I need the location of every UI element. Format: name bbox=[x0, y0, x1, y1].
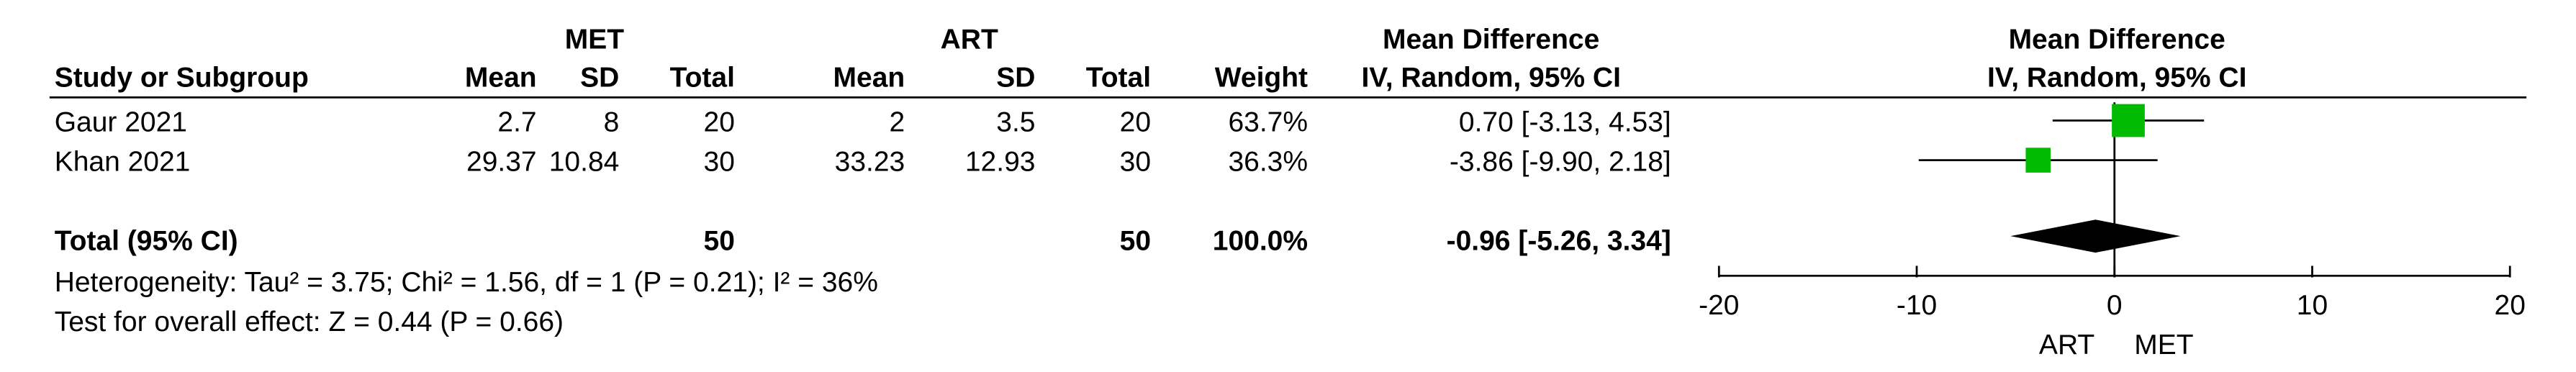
cell: 36.3% bbox=[1228, 146, 1308, 177]
total-name: Total (95% CI) bbox=[55, 226, 238, 257]
x-right-label: MET bbox=[2134, 330, 2193, 360]
heterogeneity: Heterogeneity: Tau² = 3.75; Chi² = 1.56,… bbox=[55, 267, 878, 298]
cell: 20 bbox=[1120, 106, 1151, 137]
column-header: Mean bbox=[465, 62, 537, 93]
x-tick-label: -20 bbox=[1699, 290, 1739, 321]
total-cell: 50 bbox=[704, 226, 735, 257]
effect-header: Mean Difference bbox=[1383, 24, 1599, 55]
cell: 2.7 bbox=[497, 106, 536, 137]
overall-effect: Test for overall effect: Z = 0.44 (P = 0… bbox=[55, 307, 564, 337]
cell: 33.23 bbox=[835, 146, 905, 177]
x-tick-label: 20 bbox=[2495, 290, 2526, 321]
x-tick-label: -10 bbox=[1897, 290, 1937, 321]
point-estimate bbox=[2025, 148, 2051, 173]
study-name: Gaur 2021 bbox=[55, 106, 187, 137]
group-header: ART bbox=[941, 24, 998, 55]
column-header: Mean bbox=[833, 62, 905, 93]
column-header: SD bbox=[996, 62, 1035, 93]
cell: 8 bbox=[604, 106, 620, 137]
estimate: -3.86 [-9.90, 2.18] bbox=[1450, 146, 1671, 177]
plot-subheader: IV, Random, 95% CI bbox=[1987, 62, 2246, 93]
cell: 10.84 bbox=[549, 146, 620, 177]
column-header: Total bbox=[1086, 62, 1151, 93]
total-weight: 100.0% bbox=[1213, 226, 1308, 257]
cell: 30 bbox=[704, 146, 735, 177]
cell: 30 bbox=[1120, 146, 1151, 177]
cell: 2 bbox=[890, 106, 905, 137]
point-estimate bbox=[2112, 104, 2145, 137]
x-tick-label: 0 bbox=[2107, 290, 2123, 321]
plot-header: Mean Difference bbox=[2009, 24, 2225, 55]
cell: 20 bbox=[704, 106, 735, 137]
x-left-label: ART bbox=[2039, 330, 2094, 360]
effect-subheader: IV, Random, 95% CI bbox=[1361, 62, 1620, 93]
total-cell: 50 bbox=[1120, 226, 1151, 257]
total-estimate: -0.96 [-5.26, 3.34] bbox=[1447, 226, 1671, 257]
cell: 63.7% bbox=[1228, 106, 1308, 137]
column-header: Study or Subgroup bbox=[55, 62, 309, 93]
pooled-diamond bbox=[2010, 219, 2181, 253]
column-header: Weight bbox=[1215, 62, 1308, 93]
cell: 3.5 bbox=[996, 106, 1035, 137]
column-header: Total bbox=[670, 62, 735, 93]
group-header: MET bbox=[565, 24, 624, 55]
column-header: SD bbox=[580, 62, 619, 93]
study-name: Khan 2021 bbox=[55, 146, 191, 177]
x-tick-label: 10 bbox=[2297, 290, 2328, 321]
cell: 29.37 bbox=[466, 146, 537, 177]
cell: 12.93 bbox=[965, 146, 1036, 177]
estimate: 0.70 [-3.13, 4.53] bbox=[1459, 106, 1671, 137]
